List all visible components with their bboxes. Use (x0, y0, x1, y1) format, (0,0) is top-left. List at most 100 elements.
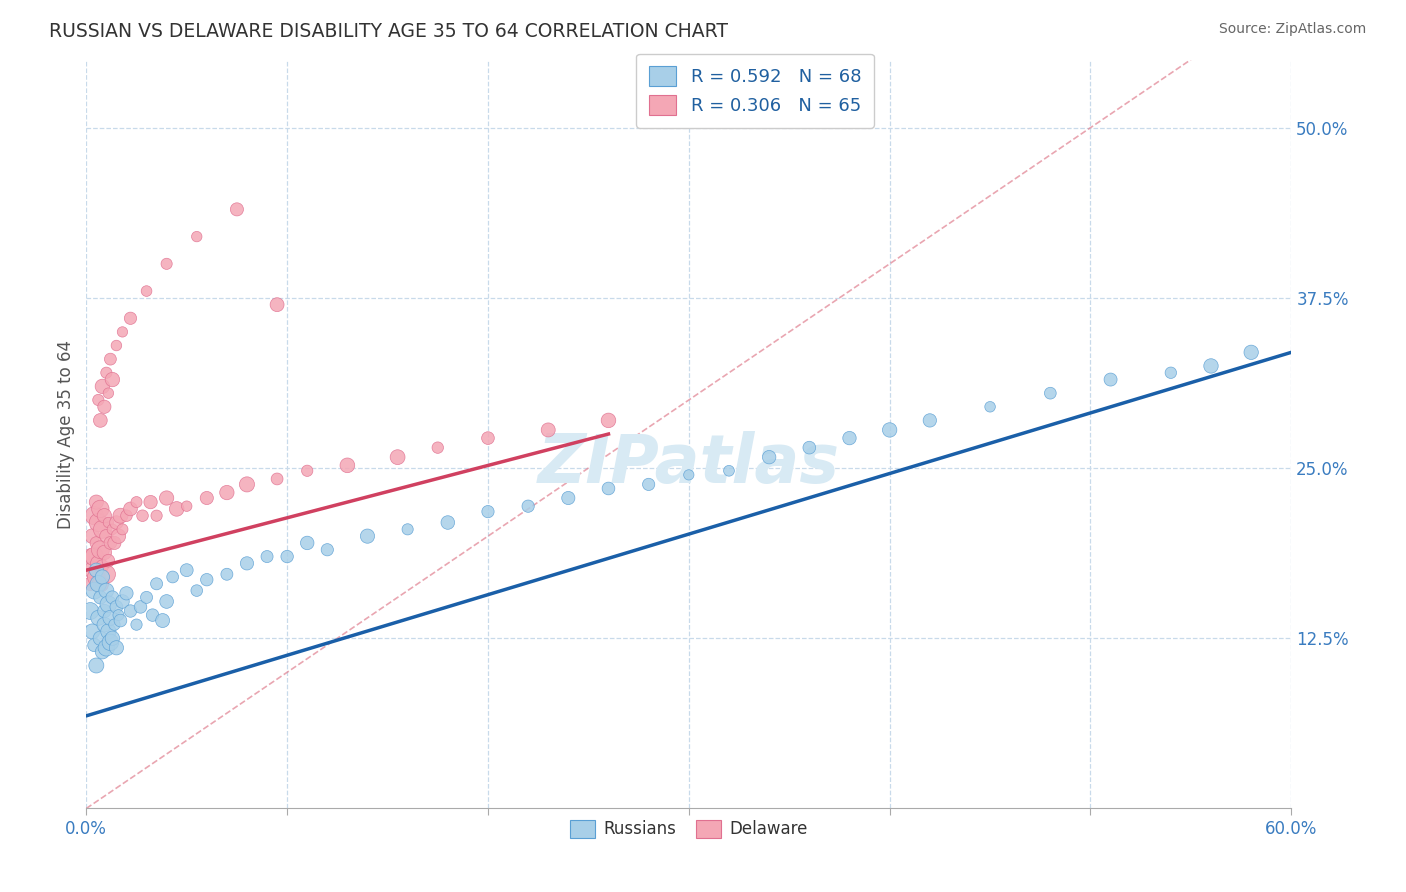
Point (142, 608, 165, 623)
Legend: Russians, Delaware: Russians, Delaware (564, 813, 814, 845)
Point (1199, 359, 1222, 373)
Point (105, 599, 128, 614)
Point (166, 502, 188, 516)
Point (89, 542, 111, 557)
Point (101, 522, 124, 536)
Text: RUSSIAN VS DELAWARE DISABILITY AGE 35 TO 64 CORRELATION CHART: RUSSIAN VS DELAWARE DISABILITY AGE 35 TO… (49, 22, 728, 41)
Point (139, 495, 162, 509)
Point (110, 508, 132, 523)
Point (266, 298, 288, 312)
Point (87, 576, 110, 591)
Point (336, 458, 359, 473)
Point (83, 583, 105, 598)
Point (100, 352, 122, 367)
Point (101, 373, 124, 387)
Point (86, 570, 108, 584)
Point (89, 576, 111, 591)
Point (86, 495, 108, 509)
Point (79, 576, 101, 591)
Point (266, 472, 288, 486)
Point (226, 202, 249, 217)
Y-axis label: Disability Age 35 to 64: Disability Age 35 to 64 (58, 340, 75, 529)
Point (111, 594, 134, 608)
Point (100, 635, 122, 649)
Point (103, 536, 125, 550)
Point (176, 563, 198, 577)
Point (918, 413, 941, 427)
Point (145, 576, 167, 591)
Point (176, 499, 198, 513)
Text: Source: ZipAtlas.com: Source: ZipAtlas.com (1219, 22, 1367, 37)
Point (87, 516, 110, 530)
Point (131, 508, 153, 523)
Point (387, 450, 409, 465)
Point (156, 594, 179, 608)
Point (598, 413, 620, 427)
Point (1240, 345, 1263, 359)
Point (678, 467, 700, 482)
Text: ZIPatlas: ZIPatlas (538, 431, 839, 497)
Point (86, 658, 108, 673)
Point (93, 617, 115, 632)
Point (135, 591, 157, 605)
Point (97, 597, 120, 611)
Point (96, 583, 118, 598)
Point (87, 611, 110, 625)
Point (186, 583, 208, 598)
Point (120, 311, 142, 326)
Point (135, 284, 157, 298)
Point (436, 516, 458, 530)
Point (396, 522, 419, 536)
Point (87, 392, 110, 407)
Point (129, 599, 152, 614)
Point (120, 502, 142, 516)
Point (637, 477, 659, 491)
Point (89, 502, 111, 516)
Point (93, 604, 115, 618)
Point (82, 529, 104, 543)
Point (91, 570, 114, 584)
Point (100, 536, 122, 550)
Point (115, 586, 138, 600)
Point (186, 229, 208, 244)
Point (105, 516, 128, 530)
Point (1160, 366, 1182, 380)
Point (91, 559, 114, 574)
Point (79, 549, 101, 564)
Point (100, 611, 122, 625)
Point (101, 632, 124, 646)
Point (91, 645, 114, 659)
Point (316, 542, 339, 557)
Point (276, 549, 298, 564)
Point (97, 516, 120, 530)
Point (110, 614, 132, 628)
Point (1039, 386, 1062, 401)
Point (83, 549, 105, 564)
Point (105, 640, 128, 655)
Point (838, 431, 860, 445)
Point (93, 545, 115, 559)
Point (86, 536, 108, 550)
Point (156, 491, 179, 505)
Point (93, 400, 115, 414)
Point (477, 431, 499, 445)
Point (256, 549, 278, 564)
Point (93, 508, 115, 523)
Point (89, 632, 111, 646)
Point (758, 450, 780, 465)
Point (89, 591, 111, 605)
Point (1099, 373, 1122, 387)
Point (97, 386, 120, 401)
Point (87, 557, 110, 571)
Point (96, 567, 118, 582)
Point (107, 608, 129, 623)
Point (82, 563, 104, 577)
Point (86, 563, 108, 577)
Point (96, 529, 118, 543)
Point (111, 325, 134, 339)
Point (96, 366, 118, 380)
Point (120, 604, 142, 618)
Point (79, 604, 101, 618)
Point (145, 508, 167, 523)
Point (477, 505, 499, 519)
